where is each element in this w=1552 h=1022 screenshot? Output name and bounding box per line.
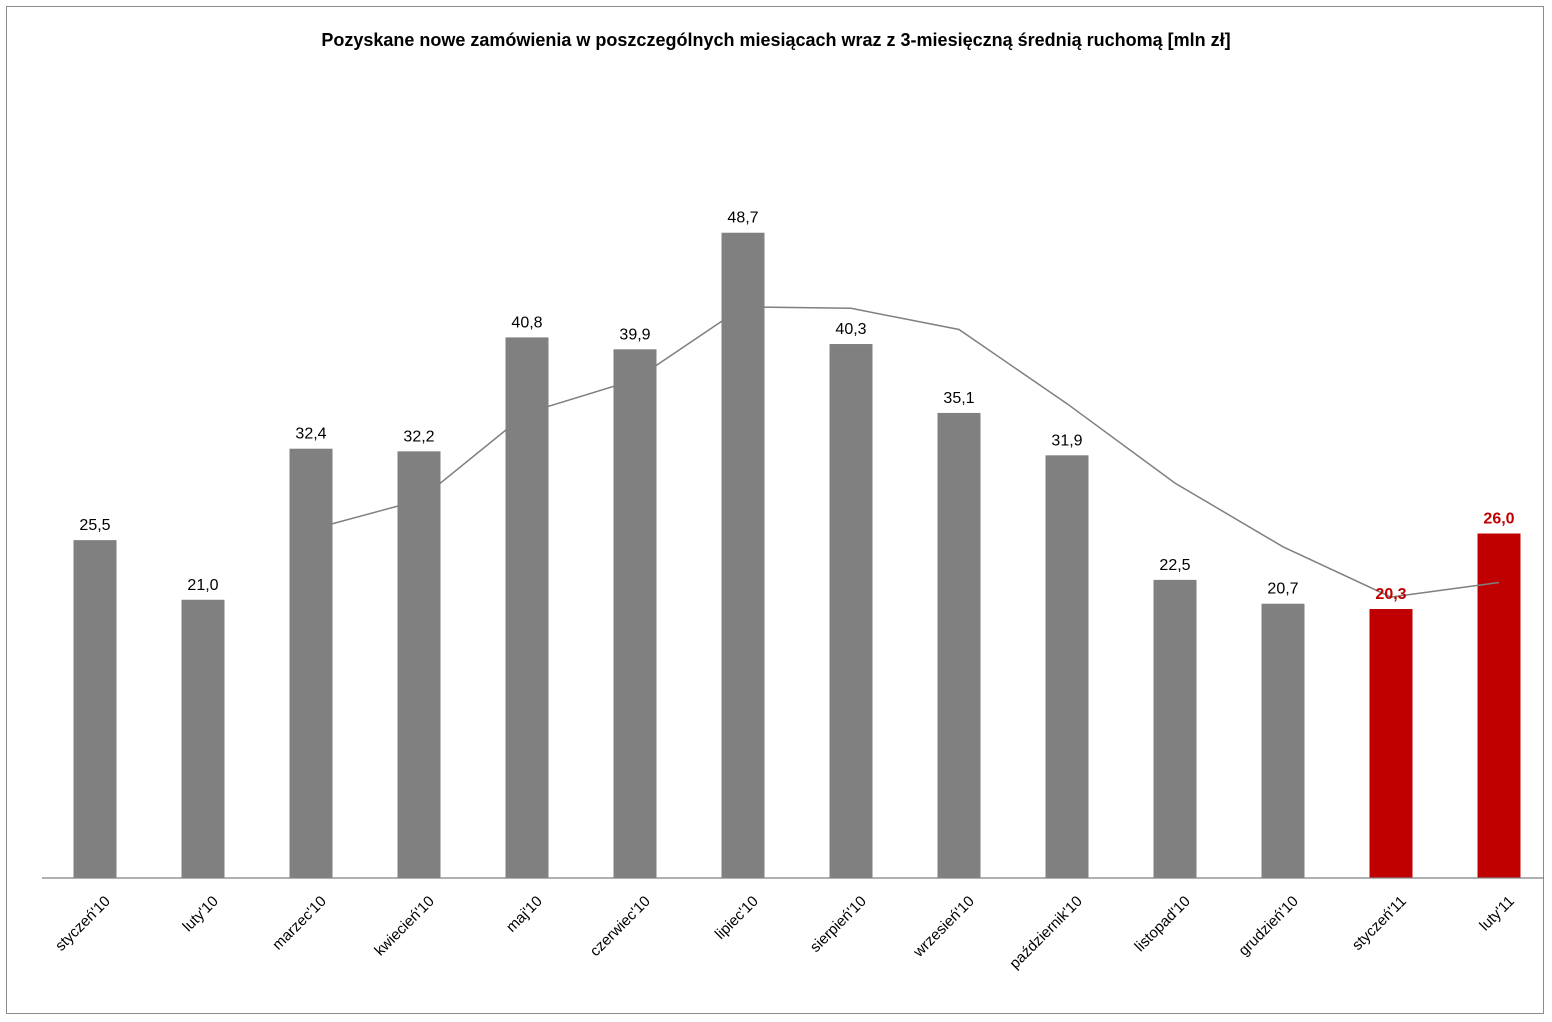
tick-label-2: marzec'10 (269, 893, 330, 954)
tick-label-6: lipiec'10 (712, 893, 762, 943)
data-label-9: 31,9 (1051, 432, 1082, 449)
data-label-4: 40,8 (511, 314, 542, 331)
moving-average-line (310, 306, 1500, 598)
bar-4 (505, 337, 549, 878)
tick-label-13: luty'11 (1476, 893, 1518, 935)
bar-1 (181, 599, 225, 878)
bar-13 (1477, 533, 1521, 878)
tick-label-5: czerwiec'10 (587, 893, 654, 960)
bar-10 (1153, 579, 1197, 878)
chart-title: Pozyskane nowe zamówienia w poszczególny… (321, 30, 1231, 50)
bar-6 (721, 232, 765, 879)
data-label-1: 21,0 (187, 577, 218, 594)
moving-average-layer (310, 306, 1500, 598)
bar-11 (1261, 603, 1305, 878)
tick-label-4: maj'10 (503, 893, 546, 936)
bar-9 (1045, 455, 1089, 878)
data-label-7: 40,3 (835, 321, 866, 338)
bar-8 (937, 412, 981, 878)
tick-label-8: wrzesień'10 (909, 893, 977, 961)
bar-12 (1369, 609, 1413, 878)
data-label-3: 32,2 (403, 428, 434, 445)
tick-label-10: listopad'10 (1131, 893, 1193, 955)
tick-label-7: sierpień'10 (807, 893, 870, 956)
tick-label-3: kwiecień'10 (371, 893, 438, 960)
data-label-10: 22,5 (1159, 557, 1190, 574)
data-label-8: 35,1 (943, 390, 974, 407)
tick-label-0: styczeń'10 (52, 893, 114, 955)
data-label-2: 32,4 (295, 426, 326, 443)
data-label-11: 20,7 (1267, 581, 1298, 598)
data-labels-layer: 25,5 21,0 32,4 32,2 40,8 39,9 48,7 40,3 35,1 31,9… (79, 210, 1514, 603)
bar-7 (829, 344, 873, 878)
tick-label-12: styczeń'11 (1349, 893, 1410, 954)
bar-0 (73, 540, 117, 878)
data-label-5: 39,9 (619, 326, 650, 343)
bar-3 (397, 451, 441, 878)
tick-label-9: październik'10 (1006, 893, 1085, 972)
tick-label-11: grudzień'10 (1235, 893, 1302, 960)
tick-label-1: luty'10 (179, 893, 221, 935)
tick-labels-layer: styczeń'10 luty'10 marzec'10 kwiecień'10 maj… (52, 893, 1518, 972)
bar-5 (613, 349, 657, 878)
bar-2 (289, 448, 333, 878)
data-label-12: 20,3 (1375, 586, 1406, 603)
data-label-0: 25,5 (79, 517, 110, 534)
data-label-6: 48,7 (727, 210, 758, 227)
bars-layer (73, 232, 1521, 879)
data-label-13: 26,0 (1483, 511, 1514, 528)
